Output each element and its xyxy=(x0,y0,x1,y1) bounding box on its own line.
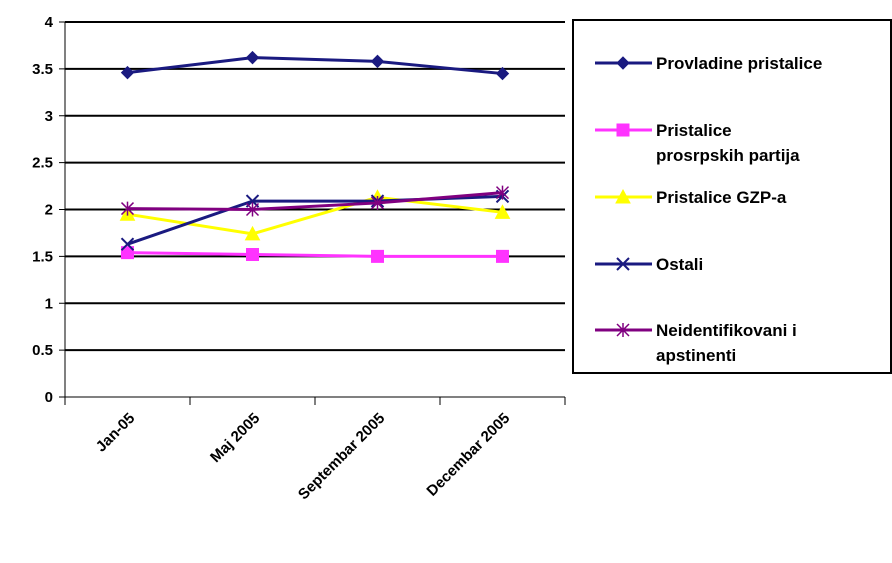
data-point xyxy=(371,249,384,263)
y-tick-label: 2 xyxy=(45,202,53,219)
x-tick-labels: Jan-05 Maj 2005 Septembar 2005 Decembar 200… xyxy=(93,410,514,503)
series-line xyxy=(127,191,503,212)
data-point xyxy=(495,66,510,81)
legend-swatch-marker xyxy=(616,323,630,337)
y-tick-label: 0.5 xyxy=(32,342,53,359)
y-tick-label: 1.5 xyxy=(32,248,53,265)
x-tick-label: Maj 2005 xyxy=(207,410,263,466)
y-tick-label: 1 xyxy=(45,295,53,312)
y-tick-label: 3.5 xyxy=(32,61,53,78)
x-tick-label: Septembar 2005 xyxy=(295,410,388,503)
data-point xyxy=(245,50,260,65)
legend-item-0: Provladine pristalice xyxy=(595,54,822,73)
legend-swatch-marker xyxy=(616,257,630,271)
legend-label: Ostali xyxy=(656,255,703,274)
data-point xyxy=(494,204,511,219)
data-point xyxy=(245,202,260,217)
legend-swatch-marker xyxy=(616,56,630,70)
legend-label: Provladine pristalice xyxy=(656,54,822,73)
axes xyxy=(59,21,566,405)
series-line xyxy=(127,195,503,236)
series-line xyxy=(127,56,503,76)
legend-swatch-marker xyxy=(616,123,630,137)
legend-label: Pristalice GZP-a xyxy=(656,188,787,207)
y-tick-label: 2.5 xyxy=(32,155,53,172)
series-line xyxy=(127,194,503,246)
legend-item-2: Pristalice GZP-a xyxy=(595,188,787,207)
x-tick-label: Decembar 2005 xyxy=(423,410,513,500)
y-tick-label: 0 xyxy=(45,389,53,406)
data-point xyxy=(120,201,135,216)
data-point xyxy=(120,65,135,80)
legend: Provladine pristalice Pristalice prosrpski… xyxy=(572,19,892,374)
series-4 xyxy=(120,185,510,217)
legend-item-1: Pristalice prosrpskih partija xyxy=(595,121,800,165)
legend-label: apstinenti xyxy=(656,346,736,365)
legend-label: Neidentifikovani i xyxy=(656,321,797,340)
data-point xyxy=(120,237,135,251)
data-point xyxy=(121,246,134,260)
data-point xyxy=(246,248,259,261)
legend-label: Pristalice xyxy=(656,121,732,140)
x-tick-label: Jan-05 xyxy=(93,410,139,456)
y-tick-label: 3 xyxy=(45,108,53,125)
data-point xyxy=(244,225,261,241)
series-0 xyxy=(120,50,510,81)
series-3 xyxy=(120,189,510,251)
legend-item-4: Neidentifikovani i apstinenti xyxy=(595,321,797,365)
data-point xyxy=(370,195,385,210)
series-line xyxy=(127,251,503,258)
y-tick-labels: 0 0.5 1 1.5 2 2.5 3 3.5 4 xyxy=(32,14,54,406)
data-point xyxy=(370,54,385,69)
series-1 xyxy=(121,246,509,263)
data-point xyxy=(496,249,509,263)
data-point xyxy=(495,185,510,200)
series-lines xyxy=(119,50,511,263)
legend-item-3: Ostali xyxy=(595,255,703,274)
y-tick-label: 4 xyxy=(45,14,54,31)
legend-swatch-marker xyxy=(615,188,631,204)
legend-label: prosrpskih partija xyxy=(656,146,800,165)
